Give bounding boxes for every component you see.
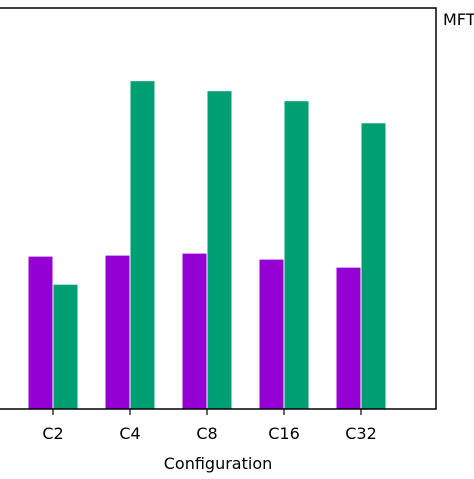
bar-c2-series-2	[53, 284, 78, 409]
x-tick-label-c4: C4	[119, 424, 140, 443]
bar-c4-series-1	[105, 255, 130, 409]
bar-c16-series-2	[284, 101, 309, 410]
x-tick-label-c8: C8	[196, 424, 217, 443]
bar-c8-series-1	[182, 253, 207, 409]
bar-c16-series-1	[259, 259, 284, 409]
bar-c32-series-2	[361, 123, 386, 409]
x-axis-label: Configuration	[164, 454, 273, 473]
bar-c32-series-1	[336, 267, 361, 409]
x-tick-label-c32: C32	[345, 424, 377, 443]
x-tick-label-c16: C16	[268, 424, 300, 443]
bar-c2-series-1	[28, 256, 53, 409]
bar-c8-series-2	[207, 91, 232, 410]
legend-entry-label: MFT	[443, 10, 474, 29]
bar-c4-series-2	[130, 81, 155, 410]
x-tick-label-c2: C2	[42, 424, 63, 443]
bars-layer	[28, 81, 386, 410]
plot-area-frame	[0, 7, 437, 410]
x-ticks-layer: C2 C4 C8 C16 C32	[42, 409, 377, 443]
